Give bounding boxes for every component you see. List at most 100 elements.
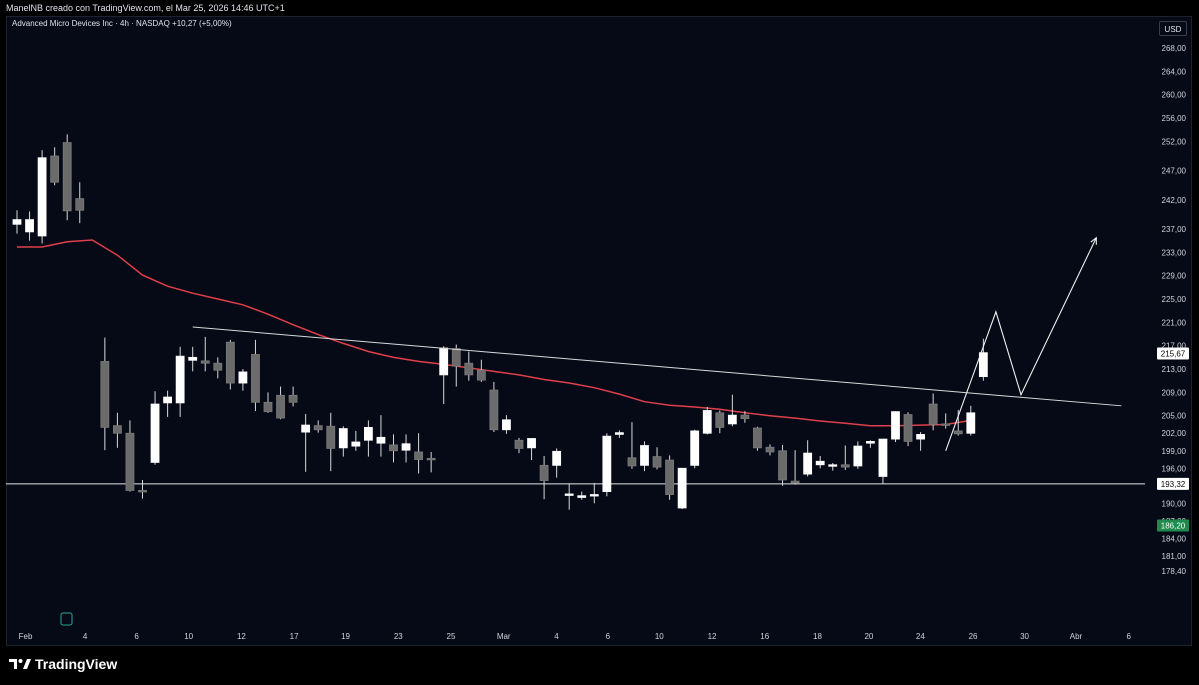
x-tick-label: 10	[655, 632, 664, 641]
candle	[288, 386, 298, 407]
price-badge-bg	[1157, 347, 1189, 360]
candle	[589, 482, 599, 504]
candle-body	[715, 412, 725, 428]
candle	[301, 413, 311, 472]
candle-body	[840, 464, 850, 468]
candle	[640, 441, 649, 472]
x-tick-label: 16	[760, 632, 769, 641]
x-tick-label: 25	[447, 632, 456, 641]
candle-body	[276, 394, 285, 419]
candle	[326, 412, 336, 472]
y-tick-label: 260,00	[1162, 91, 1187, 100]
candle	[903, 412, 913, 447]
earnings-marker-box	[60, 612, 73, 626]
candle-body	[966, 412, 976, 434]
candle-body	[577, 495, 587, 498]
candle-body	[916, 434, 925, 440]
x-tick-label: 10	[184, 632, 193, 641]
projection-arrowhead	[1090, 236, 1097, 245]
candle-body	[552, 450, 562, 466]
candle	[602, 433, 612, 497]
candle-body	[426, 457, 436, 461]
candle-body	[891, 411, 900, 440]
y-tick-label: 268,00	[1162, 44, 1187, 53]
candle	[175, 346, 185, 417]
candle	[627, 422, 637, 469]
x-tick-label: 12	[708, 632, 717, 641]
candle-body	[866, 441, 875, 444]
candle-body	[815, 460, 825, 466]
candle-body	[978, 352, 988, 378]
candle	[37, 150, 47, 244]
candle	[276, 386, 285, 420]
price-badge-bg	[1157, 477, 1189, 490]
candle-body	[753, 427, 762, 449]
y-tick-label: 213,00	[1162, 365, 1187, 374]
y-tick-label: 184,00	[1162, 534, 1187, 543]
candle	[426, 451, 436, 473]
price-badge-bg	[1157, 519, 1189, 532]
candle-body	[62, 142, 72, 212]
candle-body	[790, 480, 800, 484]
attribution-bar: ManelNB creado con TradingView.com, el M…	[0, 0, 1199, 16]
candle-body	[564, 493, 574, 496]
candle-body	[188, 356, 198, 361]
candle-body	[803, 452, 813, 475]
candle	[753, 426, 762, 451]
candle-body	[476, 369, 486, 381]
candle-body	[251, 354, 260, 403]
candle-body	[213, 362, 223, 371]
y-tick-label: 221,00	[1162, 318, 1187, 327]
candle	[188, 346, 198, 372]
candle-body	[464, 362, 474, 376]
candle	[439, 346, 449, 405]
candle-body	[301, 424, 311, 433]
candle-body	[903, 414, 913, 442]
x-tick-label: Abr	[1070, 632, 1083, 641]
candle	[615, 430, 624, 438]
candle-body	[363, 427, 373, 441]
candle-body	[175, 355, 185, 404]
candle-body	[401, 443, 411, 451]
candle	[803, 440, 813, 477]
candle	[690, 429, 700, 469]
candle	[853, 441, 863, 469]
candle	[778, 444, 787, 486]
candle-body	[765, 446, 775, 453]
candle	[916, 432, 925, 451]
candle	[464, 351, 474, 381]
y-tick-label: 233,00	[1162, 248, 1187, 257]
candle	[414, 433, 424, 474]
y-tick-label: 252,00	[1162, 137, 1187, 146]
candle-body	[326, 425, 336, 449]
candle-body	[727, 414, 737, 425]
candle-body	[690, 430, 700, 466]
chart-pane[interactable]	[6, 16, 1192, 646]
candle-body	[778, 450, 787, 481]
x-tick-label: 4	[83, 632, 88, 641]
candle	[702, 406, 712, 435]
x-tick-label: Mar	[497, 632, 511, 641]
y-tick-label: 196,00	[1162, 464, 1187, 473]
candle	[878, 438, 888, 485]
candle	[552, 448, 562, 478]
candle	[75, 182, 85, 224]
candle	[163, 390, 173, 417]
candle-body	[602, 435, 612, 493]
candle	[740, 411, 750, 423]
candle	[100, 337, 110, 451]
price-badge: 215,67	[1157, 347, 1189, 360]
tradingview-logo[interactable]: TradingView	[9, 656, 117, 672]
y-tick-label: 217,00	[1162, 342, 1187, 351]
candle	[150, 391, 160, 465]
candle	[966, 405, 976, 436]
candle	[765, 444, 775, 456]
candle	[502, 415, 511, 434]
projection-path	[945, 237, 1097, 451]
y-tick-label: 256,00	[1162, 114, 1187, 123]
x-tick-label: 19	[341, 632, 350, 641]
y-tick-label: 202,00	[1162, 429, 1187, 438]
currency-button[interactable]: USD	[1159, 21, 1187, 36]
candle-body	[451, 348, 461, 367]
